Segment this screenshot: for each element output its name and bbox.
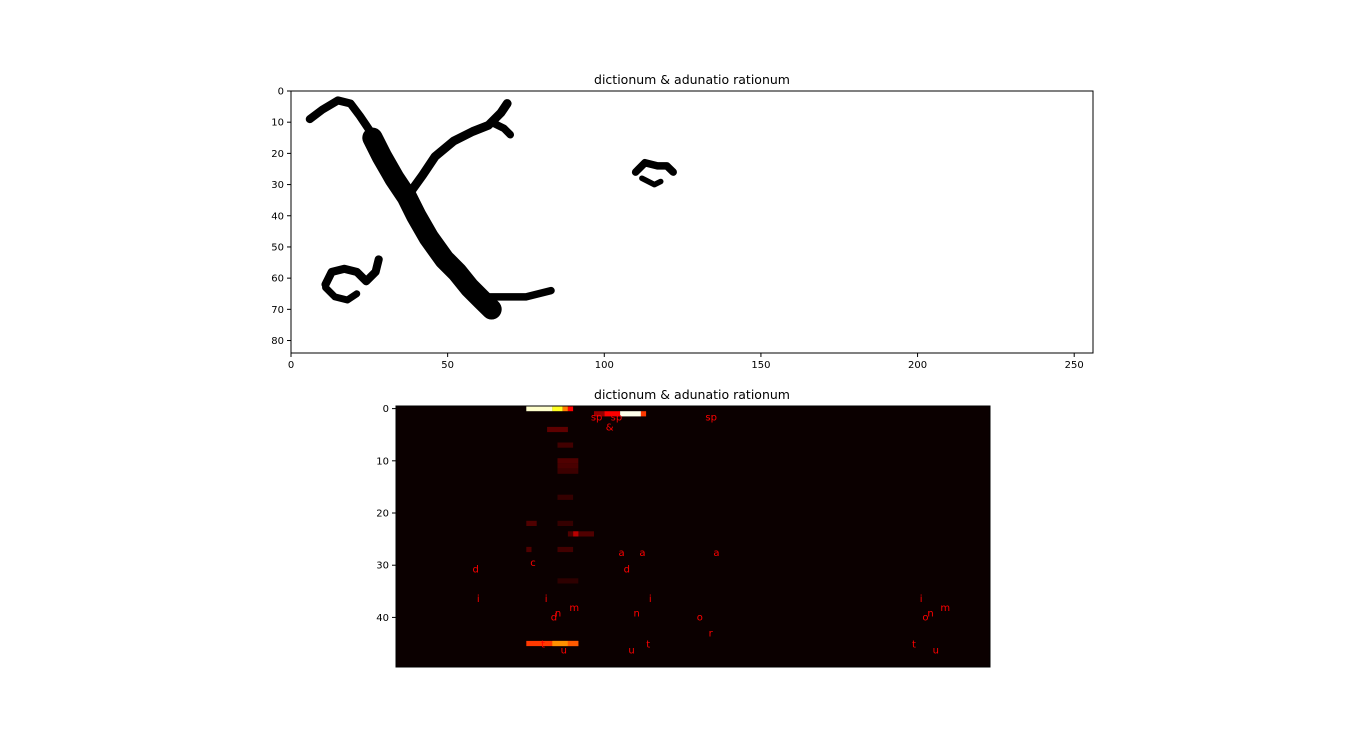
- y-tick-label: 30: [271, 180, 284, 191]
- char-annotation: c: [530, 558, 536, 569]
- y-tick-label: 20: [271, 149, 284, 160]
- heatmap-cell: [567, 406, 574, 412]
- y-tick-label: 80: [271, 336, 284, 347]
- heatmap-background: [396, 406, 990, 667]
- heatmap-cell: [526, 520, 537, 526]
- ink-stroke-loop-bottom: [322, 284, 361, 304]
- y-tick-label: 70: [271, 305, 284, 316]
- char-annotation: o: [922, 612, 928, 623]
- heatmap-cell: [557, 578, 579, 584]
- ink-stroke-upper-right-arm: [402, 99, 512, 202]
- ink-stroke-lower-tail: [481, 286, 555, 301]
- heatmap-cell: [557, 546, 574, 553]
- ink-stroke-small-blob-bottom: [639, 175, 664, 188]
- ink-stroke-main-diagonal: [362, 127, 502, 320]
- heatmap-cell: [557, 442, 574, 448]
- ink-stroke-lower-left-loop: [321, 255, 383, 289]
- char-annotation: u: [628, 645, 634, 656]
- heatmap-cell: [557, 468, 579, 474]
- ink-stroke-arm-tip: [487, 118, 515, 139]
- ink-stroke-small-blob: [631, 158, 677, 176]
- heatmap-cell: [557, 494, 574, 500]
- y-tick-label: 0: [278, 87, 284, 98]
- bottom-axes-frame: [395, 405, 991, 668]
- ink-strokes: [305, 96, 677, 320]
- heatmap-cell: [557, 458, 579, 464]
- y-tick-label: 20: [376, 509, 389, 520]
- char-annotation: n: [555, 609, 561, 620]
- y-tick-label: 30: [376, 561, 389, 572]
- char-annotation: n: [927, 609, 933, 620]
- top-ticks: 0 50 100 150 200 250 0 10 20 30 40 50 60 70 80: [271, 87, 1083, 372]
- heatmap-cell: [567, 640, 579, 647]
- y-tick-label: 60: [271, 274, 284, 285]
- char-annotation: r: [709, 629, 714, 640]
- char-annotation: d: [473, 564, 479, 575]
- top-title: dictionum & adunatio rationum: [594, 72, 790, 87]
- ink-stroke-upper-left-hook: [305, 96, 377, 139]
- heatmap-cell: [526, 406, 553, 412]
- heatmap-cell: [557, 520, 574, 526]
- char-annotation: sp: [611, 413, 623, 424]
- y-tick-label: 0: [383, 404, 389, 415]
- x-tick-label: 100: [595, 360, 614, 371]
- heatmap-cell: [567, 531, 594, 537]
- top-axes-frame: [290, 90, 1094, 354]
- heatmap-cell: [604, 411, 620, 417]
- heatmap-cell: [552, 406, 563, 412]
- heatmap-cell: [557, 463, 579, 469]
- heatmap-cell: [640, 411, 647, 417]
- char-annotation: i: [649, 594, 652, 605]
- char-annotation: u: [561, 645, 567, 656]
- attention-heatmap-panel: dictionum & adunatio rationum sp sp sp&a a a…: [376, 387, 991, 668]
- character-annotations: sp sp sp&a a acd di i i im mn n nd o ort t tu u u: [473, 413, 951, 657]
- char-annotation: d: [551, 612, 557, 623]
- x-tick-label: 50: [441, 360, 454, 371]
- char-annotation: t: [912, 640, 916, 651]
- heatmap-cells: [526, 406, 647, 647]
- char-annotation: o: [697, 612, 703, 623]
- binary-image-panel: dictionum & adunatio rationum 0 50 100 150 2…: [271, 72, 1094, 372]
- bottom-title: dictionum & adunatio rationum: [594, 387, 790, 402]
- y-tick-label: 40: [376, 613, 389, 624]
- x-tick-label: 200: [908, 360, 927, 371]
- y-tick-label: 10: [271, 118, 284, 129]
- char-annotation: n: [634, 609, 640, 620]
- bottom-ticks: 0 10 20 30 40: [376, 404, 396, 624]
- char-annotation: i: [545, 594, 548, 605]
- char-annotation: m: [569, 603, 579, 614]
- char-annotation: a: [713, 548, 719, 559]
- char-annotation: a: [639, 548, 645, 559]
- x-tick-label: 150: [751, 360, 770, 371]
- heatmap-cell: [620, 411, 641, 417]
- char-annotation: sp: [705, 413, 717, 424]
- y-tick-label: 10: [376, 456, 389, 467]
- char-annotation: m: [940, 603, 950, 614]
- y-tick-label: 50: [271, 242, 284, 253]
- heatmap-cell: [547, 426, 568, 433]
- char-annotation: i: [477, 594, 480, 605]
- char-annotation: u: [933, 645, 939, 656]
- char-annotation: a: [619, 548, 625, 559]
- char-annotation: t: [646, 640, 650, 651]
- y-tick-label: 40: [271, 211, 284, 222]
- char-annotation: sp: [591, 413, 603, 424]
- char-annotation: &: [606, 422, 614, 433]
- x-tick-label: 250: [1065, 360, 1084, 371]
- heatmap-cell: [526, 546, 532, 553]
- char-annotation: d: [624, 564, 630, 575]
- x-tick-label: 0: [288, 360, 294, 371]
- heatmap-cell: [594, 411, 605, 417]
- char-annotation: t: [541, 640, 545, 651]
- heatmap-cell: [562, 406, 568, 412]
- char-annotation: i: [920, 594, 923, 605]
- heatmap-cell: [552, 640, 568, 647]
- heatmap-cell: [573, 531, 579, 537]
